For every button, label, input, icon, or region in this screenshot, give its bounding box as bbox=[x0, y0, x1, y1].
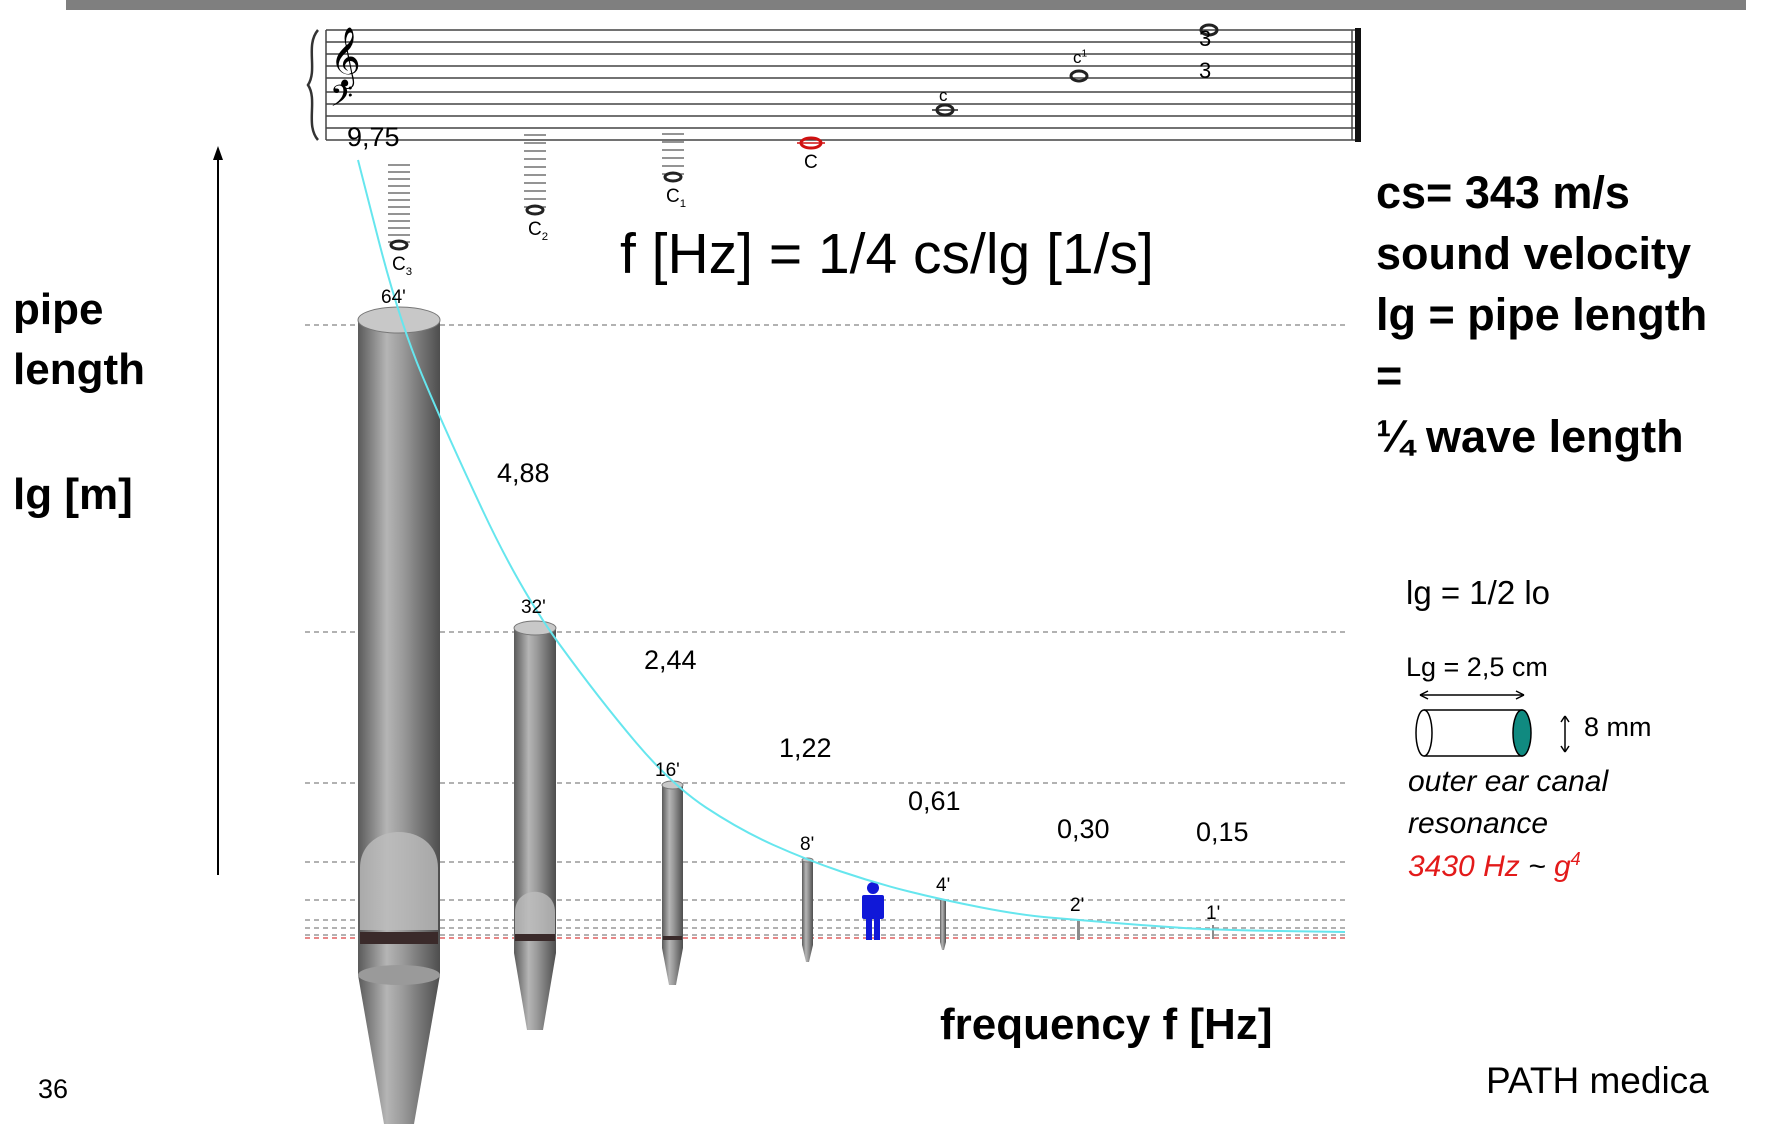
treble-clef-icon: 𝄞 bbox=[330, 27, 361, 89]
staff-note-c: c bbox=[939, 86, 948, 105]
pipe-feet-2: 2' bbox=[1070, 895, 1085, 916]
ear-canal-caption-1: outer ear canal bbox=[1408, 765, 1609, 798]
ear-canal-caption-2: resonance bbox=[1408, 807, 1549, 840]
staff-three-a: 3 bbox=[1199, 26, 1212, 51]
person-icon bbox=[862, 882, 884, 940]
pipe-1 bbox=[1212, 925, 1214, 939]
pipe-feet-32: 32' bbox=[521, 597, 546, 618]
length-label-32: 4,88 bbox=[497, 458, 550, 488]
right-note-pipe-length: lg = pipe length bbox=[1376, 289, 1708, 340]
y-axis-label-line3: lg [m] bbox=[13, 470, 133, 519]
right-note-speed: cs= 343 m/s bbox=[1376, 167, 1630, 218]
x-axis-label: frequency f [Hz] bbox=[940, 1000, 1273, 1049]
right-note-velocity: sound velocity bbox=[1376, 228, 1692, 279]
footer-brand: PATH medica bbox=[1486, 1060, 1709, 1101]
y-axis-label-line1: pipe bbox=[13, 285, 104, 334]
ear-canal-length: Lg = 2,5 cm bbox=[1406, 652, 1548, 682]
pipe-large-64 bbox=[357, 306, 441, 1124]
reference-lines bbox=[305, 324, 1345, 936]
bass-clef-icon: 𝄢 bbox=[330, 80, 353, 121]
pipe-feet-64: 64' bbox=[381, 287, 406, 308]
whole-note-c2-icon bbox=[1199, 23, 1219, 37]
length-label-2: 0,30 bbox=[1057, 814, 1110, 844]
staff-notes bbox=[388, 23, 1219, 251]
pipe-2 bbox=[1077, 920, 1080, 940]
staff-note-c1: c1 bbox=[1073, 48, 1088, 67]
pipe-feet-4: 4' bbox=[936, 875, 951, 896]
note-name-c3: C3 bbox=[392, 254, 413, 278]
pipe-8 bbox=[801, 857, 814, 962]
note-name-c: C bbox=[804, 152, 818, 173]
top-bar bbox=[66, 0, 1746, 10]
length-label-64: 9,75 bbox=[347, 122, 400, 152]
pipe-feet-8: 8' bbox=[800, 834, 815, 855]
pipe-32 bbox=[513, 620, 557, 1030]
right-note-wave-length: ¼ wave length bbox=[1376, 411, 1684, 462]
pipe-feet-1: 1' bbox=[1206, 903, 1221, 924]
staff-three-b: 3 bbox=[1199, 58, 1212, 83]
pipe-16 bbox=[661, 780, 684, 985]
brace-icon bbox=[306, 29, 320, 141]
note-name-c1: C1 bbox=[666, 186, 687, 210]
length-label-16: 2,44 bbox=[644, 645, 697, 675]
ear-canal-formula: lg = 1/2 lo bbox=[1406, 574, 1551, 611]
note-name-c2: C2 bbox=[528, 219, 549, 243]
length-label-4: 0,61 bbox=[908, 786, 961, 816]
ear-canal-diameter: 8 mm bbox=[1584, 712, 1652, 742]
ear-canal-cylinder-icon bbox=[1415, 690, 1570, 757]
whole-note-c1-low-icon bbox=[663, 171, 683, 183]
whole-note-c3-icon bbox=[389, 239, 409, 251]
length-label-1: 0,15 bbox=[1196, 817, 1249, 847]
pipe-feet-16: 16' bbox=[655, 760, 680, 781]
ear-canal-resonance-frequency: 3430 Hz ~ g4 bbox=[1408, 849, 1581, 883]
pipe-4 bbox=[940, 900, 946, 950]
right-note-equals: = bbox=[1376, 350, 1403, 401]
y-axis-label-line2: length bbox=[13, 345, 145, 394]
whole-note-c1-icon bbox=[1069, 69, 1089, 83]
length-label-8: 1,22 bbox=[779, 733, 832, 763]
grand-staff: 𝄞 𝄢 bbox=[306, 27, 1361, 142]
y-axis-arrow bbox=[213, 146, 223, 875]
frequency-curve bbox=[357, 159, 1346, 933]
slide-number: 36 bbox=[38, 1074, 69, 1104]
whole-note-c2-low-icon bbox=[525, 204, 545, 216]
formula: f [Hz] = 1/4 cs/lg [1/s] bbox=[620, 222, 1154, 286]
